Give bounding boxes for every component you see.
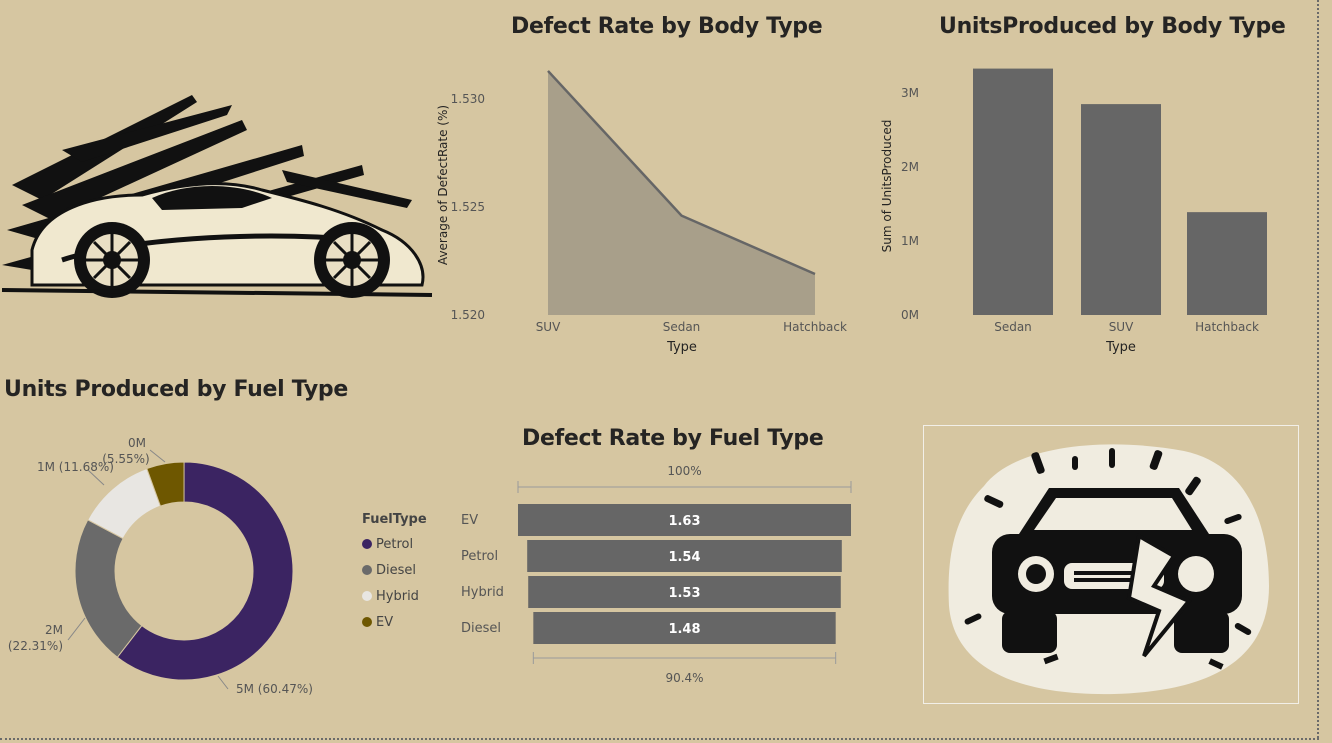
funnel-value-label: 1.48 [668,622,700,637]
bar-hatchback [1187,212,1267,315]
funnel-category-label: Hybrid [461,585,504,600]
funnel-value-label: 1.54 [668,550,700,565]
legend-label-ev: EV [376,614,394,630]
funnel-bar-petrol [527,540,842,572]
legend-item-diesel[interactable]: Diesel [362,561,427,579]
funnel-bottom-label: 90.4% [665,671,703,685]
slice-label-ev-value: 0M [128,436,146,450]
donut-slice-petrol [116,461,294,681]
funnel-value-label: 1.53 [668,586,700,601]
slice-label-diesel-value: 2M [45,623,63,637]
leader-line [87,469,105,486]
x-tick-label: Hatchback [1195,320,1259,334]
y-tick-label: 0M [901,308,919,322]
funnel-category-label: EV [461,513,478,528]
x-tick-label: SUV [1109,320,1134,334]
title-units-body: UnitsProduced by Body Type [939,14,1286,39]
funnel-bar-diesel [533,612,836,644]
y-tick-label: 1.530 [451,92,485,106]
x-tick-label: Hatchback [783,320,847,334]
bar-suv [1081,104,1161,315]
donut-slice-ev [146,461,185,507]
area-fill [548,70,815,315]
broken-car-image-frame [923,425,1299,704]
legend-item-ev[interactable]: EV [362,613,427,631]
y-axis-title: Sum of UnitsProduced [880,120,894,253]
x-axis-title: Type [666,340,697,355]
sports-car-illustration [1,95,433,298]
y-tick-label: 1M [901,234,919,248]
funnel-bar-hybrid [528,576,841,608]
dotted-border-bottom [0,738,1319,740]
x-axis-title: Type [1105,340,1136,355]
funnel-top-bracket [517,481,852,493]
slice-label-ev-pct: (5.55%) [102,452,149,466]
legend-label-hybrid: Hybrid [376,588,419,604]
y-tick-label: 2M [901,160,919,174]
legend-item-hybrid[interactable]: Hybrid [362,587,427,605]
legend-label-diesel: Diesel [376,562,417,578]
funnel-category-label: Diesel [461,621,501,636]
title-defect-fuel: Defect Rate by Fuel Type [522,426,824,451]
legend-fuel-type: FuelType Petrol Diesel Hybrid EV [362,512,427,639]
title-units-fuel: Units Produced by Fuel Type [4,377,348,402]
y-tick-label: 1.520 [451,308,485,322]
x-tick-label: Sedan [994,320,1032,334]
y-tick-label: 1.525 [451,200,485,214]
broken-car-icon [948,444,1269,695]
slice-label-petrol: 5M (60.47%) [236,682,313,696]
title-defect-body: Defect Rate by Body Type [511,14,823,39]
legend-item-petrol[interactable]: Petrol [362,535,427,553]
funnel-value-label: 1.63 [668,514,700,529]
slice-label-diesel-pct: (22.31%) [8,639,63,653]
funnel-category-label: Petrol [461,549,498,564]
leader-line [67,617,86,641]
dotted-border-right [1317,0,1319,738]
x-tick-label: SUV [536,320,561,334]
funnel-bottom-bracket [532,652,837,664]
funnel-bar-ev [518,504,851,536]
leader-line [149,449,166,463]
legend-label-petrol: Petrol [376,536,414,552]
y-tick-label: 3M [901,86,919,100]
slice-label-hybrid: 1M (11.68%) [37,460,114,474]
funnel-top-label: 100% [667,464,701,478]
x-tick-label: Sedan [663,320,701,334]
y-axis-title: Average of DefectRate (%) [436,105,450,265]
leader-line [217,675,229,690]
legend-title: FuelType [362,512,427,527]
bar-sedan [973,68,1053,315]
